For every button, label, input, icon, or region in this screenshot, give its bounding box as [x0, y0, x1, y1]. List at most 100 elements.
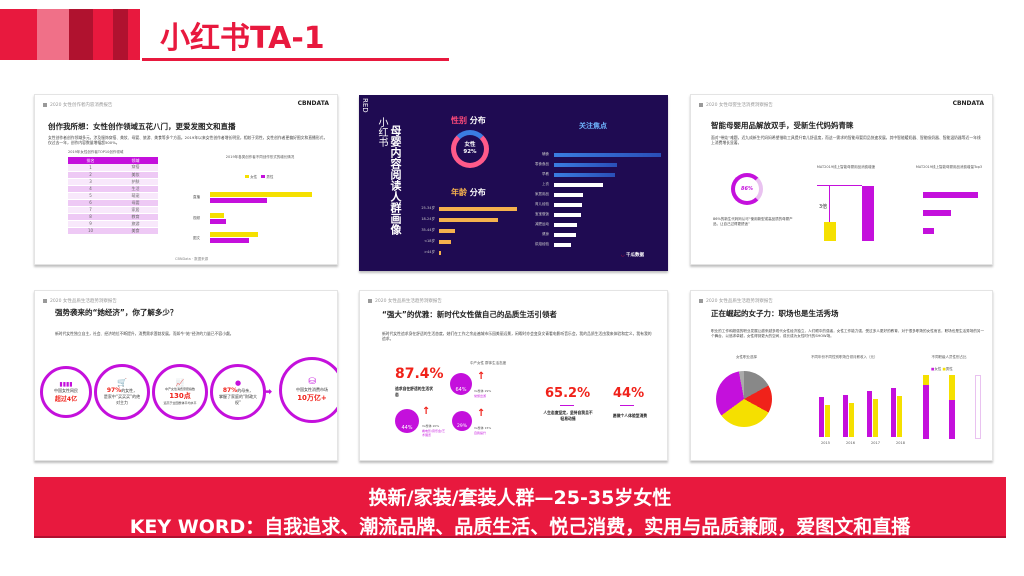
arrow-right-icon: ➡: [263, 385, 273, 398]
stat-65-2-label: 人生态度坚定，坚持自我且不轻易动摇: [543, 410, 593, 421]
age-label: <18岁: [424, 239, 435, 243]
stack-m: [923, 375, 929, 385]
circle-value: 超过4亿: [54, 396, 78, 403]
bar-smart: [862, 186, 874, 241]
age-label: 35-44岁: [421, 228, 435, 232]
gender-value: 女性: [464, 142, 476, 148]
note: Vs整体 20%: [422, 424, 440, 428]
up-arrow-icon: ↑: [477, 408, 486, 419]
slide-thumbnail-5[interactable]: 2020 女性品质生活趋势洞察报告 “强大”的优雅：新时代女性做自己的品质生活引…: [359, 290, 668, 461]
td: 7: [68, 206, 113, 214]
slide-thumbnail-2[interactable]: RED 小红书 母婴内容阅读人群画像 性别 分布 女性 92% 年龄 分布 25…: [359, 95, 668, 271]
td: 母婴: [113, 199, 158, 207]
gender-pct: 92%: [463, 149, 477, 155]
focus-label: 健身: [542, 232, 549, 236]
focus-label: 零食食品: [535, 162, 549, 166]
tag: 常旅出游: [474, 394, 487, 398]
divider: [560, 405, 574, 406]
bar-female-video: [210, 213, 224, 218]
slide-title: “强大”的优雅：新时代女性做自己的品质生活引领者: [382, 310, 557, 319]
focus-label: 家居用品: [535, 192, 549, 196]
slide-thumbnail-4[interactable]: 2020 女性品质生活趋势洞察报告 强势袭来的“她经济”，你了解多少？ 新时代女…: [34, 290, 338, 461]
slide-header: 2020 女性品质生活趋势洞察报告: [699, 298, 773, 304]
stat-circle-netizens: ▮▮▮▮ 中国女性网民 超过4亿: [40, 366, 92, 418]
slide-thumbnail-1[interactable]: 2020 女性创作者内容消费报告 CBNDATA 创作我所想：女性创作领域五花八…: [34, 94, 338, 265]
x-tick: 2015: [821, 441, 830, 445]
td: 8: [68, 213, 113, 221]
slide-title: 强势袭来的“她经济”，你了解多少？: [55, 308, 178, 317]
focus-bar: [554, 193, 583, 197]
donut-value: 86%: [741, 186, 753, 192]
stack-f: [923, 385, 929, 439]
td: 穿搭: [113, 164, 158, 172]
circle-text: 中国女性网民: [54, 388, 78, 393]
td: 2: [68, 171, 113, 179]
focus-bar: [554, 173, 615, 177]
slide-thumbnail-6[interactable]: 2020 女性品质生活趋势洞察报告 正在崛起的女子力：职场也是生活秀场 职业的工…: [690, 290, 993, 461]
sub-title: 中产女性 群体生活态度: [470, 361, 507, 365]
legend-male: 男性: [945, 367, 953, 371]
circle-text: 的母亲，: [237, 387, 254, 393]
circle-value: 97%: [106, 387, 122, 394]
bar-f-2018: [897, 396, 902, 437]
top3-bar: [923, 228, 934, 234]
page-title: 小红书TA-1: [160, 21, 325, 56]
qiangua-logo: ◡ 千瓜数据: [621, 253, 645, 258]
gender-title-b: 分布: [467, 116, 486, 125]
focus-label: 宝宝做饭: [535, 212, 549, 216]
bar-m-2017: [867, 391, 872, 437]
focus-title: 关注焦点: [579, 122, 607, 130]
stat-circle-growth: 29%: [452, 411, 472, 431]
focus-label: 早教: [542, 172, 549, 176]
circle-text: 的女性，: [121, 388, 138, 393]
stat-circle-art: 44%: [395, 409, 419, 433]
ranking-table: 排名 领域 1 穿搭 2 美妆 3 护肤 4 生活 5 萌宠 6 母婴 7 家居 8 教育 9 旅游…: [68, 157, 158, 235]
x-tick: 2017: [871, 441, 880, 445]
annotation-3x: 3倍: [819, 204, 828, 210]
bar-m-2015: [819, 397, 824, 437]
cbndata-logo: CBNDATA: [297, 100, 329, 107]
top3-bar: [923, 192, 978, 198]
donut-caption: 86%的新生代妈妈认可“使用新型或高品质的母婴产品，让自己过得更舒适”: [713, 217, 793, 226]
slide-body: 女性创作者创作领域多元，涉及服饰穿搭、美妆、母婴、旅游、美食等多个方面。2019…: [48, 135, 328, 145]
stat-65-2: 65.2%: [545, 386, 591, 401]
age-bar: [439, 251, 441, 255]
focus-bar: [554, 243, 571, 247]
stat-circle-travel: 64%: [450, 373, 472, 395]
bar-f-2015: [825, 405, 830, 437]
td: 1: [68, 164, 113, 172]
td: 教育: [113, 213, 158, 221]
th-field: 领域: [113, 157, 158, 164]
stat-87-4: 87.4%: [395, 366, 444, 382]
slide-title: 智能母婴用品解放双手，受新生代妈妈青睐: [711, 121, 854, 130]
legend-female: 女性: [250, 175, 258, 179]
td: 6: [68, 199, 113, 207]
pie-title: 女性职业选择: [736, 355, 757, 359]
age-bar: [439, 207, 517, 211]
cat-label: 视频: [193, 216, 200, 220]
circle-text: 中国女性消费市场: [296, 387, 328, 392]
chart2-title: MAT2019线上智能母婴用品消费增量Top3: [915, 165, 983, 169]
banner-line-2: KEY WORD：自我追求、潮流品牌、品质生活、悦己消费，实用与品质兼顾，爱图文…: [129, 516, 911, 538]
slide-header: 2020 女性创作者内容消费报告: [43, 102, 112, 108]
age-bar: [439, 229, 455, 233]
circle-value: 10万亿+: [297, 394, 327, 402]
slide-thumbnail-3[interactable]: 2020 女性母婴生活消费洞察报告 CBNDATA 智能母婴用品解放双手，受新生…: [690, 94, 993, 265]
bar-male-video: [210, 219, 226, 224]
bar-title: 不同年份不同性别职场白领月薪收入（元）: [811, 355, 878, 359]
focus-bar: [554, 183, 603, 187]
note: Vs整体 29%: [474, 389, 492, 393]
tag: 自我提升: [474, 431, 487, 435]
bar-xaxis: 2015 2016 2017 2018: [813, 441, 913, 445]
age-bar: [439, 218, 498, 222]
tag: 看电影/音乐会/艺术展览: [422, 429, 446, 437]
focus-label: 辅食: [542, 152, 549, 156]
td: 3: [68, 178, 113, 186]
bar-female-live: [210, 192, 312, 197]
bar-m-2018: [891, 388, 896, 437]
gender-title: 性别 分布: [451, 115, 486, 126]
stat-circle-index: 📈 中产女性消费意愿指数 130点 远高于全国整体平均水平: [152, 364, 208, 420]
td: 家居: [113, 206, 158, 214]
age-label: 18-24岁: [421, 217, 435, 221]
stat-44-label: 愿做个人体验型消费: [612, 413, 648, 418]
